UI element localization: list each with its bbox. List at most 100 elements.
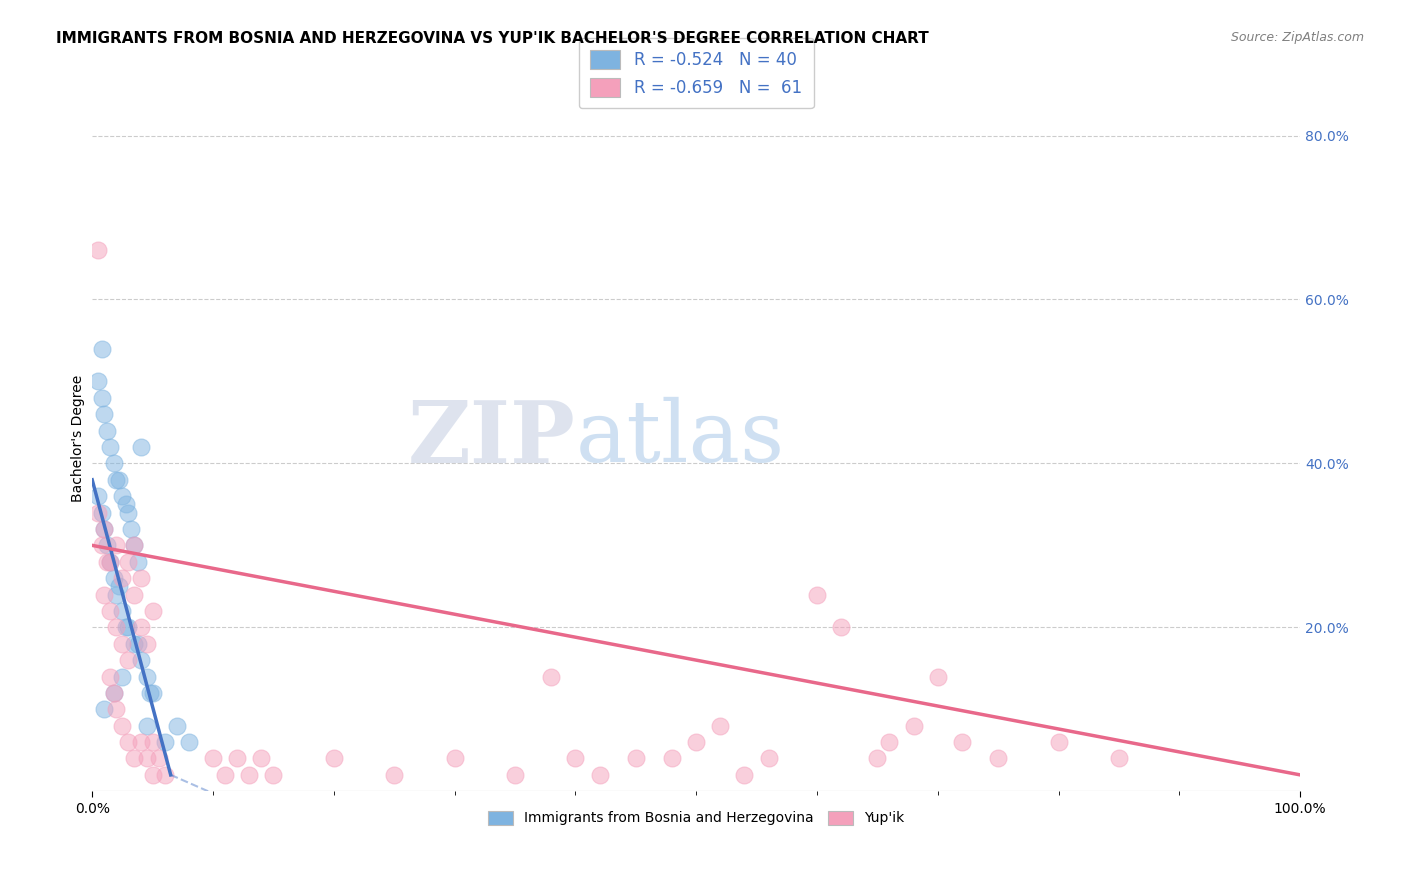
Point [93, 522, 115, 536]
Point [733, 768, 755, 782]
Y-axis label: Bachelor's Degree: Bachelor's Degree [72, 376, 86, 502]
Point [107, 473, 129, 487]
Legend: Immigrants from Bosnia and Herzegovina, Yup'ik: Immigrants from Bosnia and Herzegovina, … [479, 802, 912, 834]
Point [103, 571, 125, 585]
Point [98, 669, 121, 683]
Point [129, 735, 152, 749]
Point [866, 751, 889, 765]
Point [135, 669, 157, 683]
Point [105, 538, 128, 552]
Point [90, 342, 112, 356]
Point [382, 768, 405, 782]
Point [111, 604, 134, 618]
Point [503, 768, 526, 782]
Point [117, 506, 139, 520]
Point [117, 620, 139, 634]
Point [950, 735, 973, 749]
Point [129, 653, 152, 667]
Point [214, 768, 236, 782]
Point [588, 768, 610, 782]
Point [443, 751, 465, 765]
Point [540, 669, 562, 683]
Point [98, 555, 121, 569]
Point [153, 768, 176, 782]
Point [1047, 735, 1070, 749]
Point [201, 751, 224, 765]
Point [685, 735, 707, 749]
Point [262, 768, 284, 782]
Point [98, 440, 121, 454]
Point [93, 522, 115, 536]
Point [148, 751, 170, 765]
Point [90, 506, 112, 520]
Point [124, 538, 146, 552]
Point [927, 669, 949, 683]
Point [96, 424, 118, 438]
Point [139, 686, 162, 700]
Point [142, 604, 165, 618]
Point [117, 555, 139, 569]
Point [830, 620, 852, 634]
Point [124, 538, 146, 552]
Point [111, 669, 134, 683]
Text: atlas: atlas [575, 397, 785, 481]
Point [105, 702, 128, 716]
Point [87, 506, 110, 520]
Point [127, 555, 149, 569]
Point [661, 751, 683, 765]
Point [90, 538, 112, 552]
Point [564, 751, 586, 765]
Point [96, 555, 118, 569]
Point [142, 686, 165, 700]
Point [226, 751, 249, 765]
Text: IMMIGRANTS FROM BOSNIA AND HERZEGOVINA VS YUP'IK BACHELOR'S DEGREE CORRELATION C: IMMIGRANTS FROM BOSNIA AND HERZEGOVINA V… [56, 31, 929, 46]
Point [87, 375, 110, 389]
Point [758, 751, 780, 765]
Point [124, 751, 146, 765]
Point [153, 735, 176, 749]
Point [624, 751, 647, 765]
Point [1108, 751, 1130, 765]
Point [135, 719, 157, 733]
Point [93, 407, 115, 421]
Point [105, 473, 128, 487]
Point [806, 588, 828, 602]
Point [98, 555, 121, 569]
Point [142, 768, 165, 782]
Point [129, 440, 152, 454]
Point [987, 751, 1010, 765]
Point [135, 751, 157, 765]
Point [129, 620, 152, 634]
Point [87, 244, 110, 258]
Point [111, 637, 134, 651]
Point [107, 579, 129, 593]
Point [879, 735, 901, 749]
Point [709, 719, 731, 733]
Text: Source: ZipAtlas.com: Source: ZipAtlas.com [1230, 31, 1364, 45]
Point [103, 457, 125, 471]
Point [124, 637, 146, 651]
Point [177, 735, 200, 749]
Point [142, 735, 165, 749]
Point [115, 497, 138, 511]
Point [111, 489, 134, 503]
Text: ZIP: ZIP [408, 397, 575, 481]
Point [166, 719, 188, 733]
Point [87, 489, 110, 503]
Point [117, 653, 139, 667]
Point [117, 735, 139, 749]
Point [250, 751, 273, 765]
Point [322, 751, 344, 765]
Point [93, 588, 115, 602]
Point [135, 637, 157, 651]
Point [115, 620, 138, 634]
Point [903, 719, 925, 733]
Point [103, 686, 125, 700]
Point [98, 604, 121, 618]
Point [96, 538, 118, 552]
Point [103, 686, 125, 700]
Point [120, 522, 142, 536]
Point [105, 588, 128, 602]
Point [238, 768, 260, 782]
Point [93, 702, 115, 716]
